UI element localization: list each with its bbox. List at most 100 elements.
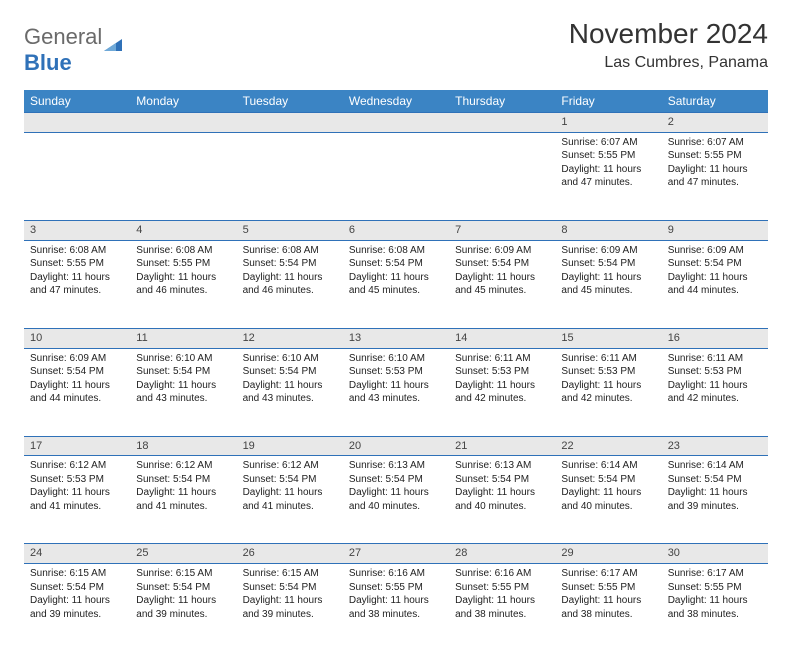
sunset-line: Sunset: 5:55 PM <box>455 581 549 595</box>
day-header: Tuesday <box>237 90 343 113</box>
day-header-row: SundayMondayTuesdayWednesdayThursdayFrid… <box>24 90 768 113</box>
day-number: 30 <box>662 544 768 564</box>
day-number: 29 <box>555 544 661 564</box>
sunset-line: Sunset: 5:53 PM <box>30 473 124 487</box>
sunrise-line: Sunrise: 6:14 AM <box>668 459 762 473</box>
sunrise-line: Sunrise: 6:11 AM <box>561 352 655 366</box>
daynum-row: 17181920212223 <box>24 436 768 456</box>
month-title: November 2024 <box>569 18 768 50</box>
sunset-line: Sunset: 5:53 PM <box>561 365 655 379</box>
header: General Blue November 2024 Las Cumbres, … <box>24 18 768 76</box>
daylight-line: Daylight: 11 hours and 45 minutes. <box>349 271 443 298</box>
day-number: 22 <box>555 436 661 456</box>
sunrise-line: Sunrise: 6:07 AM <box>561 136 655 150</box>
daylight-line: Daylight: 11 hours and 46 minutes. <box>136 271 230 298</box>
week-row: Sunrise: 6:15 AM Sunset: 5:54 PM Daylight:… <box>24 564 768 652</box>
day-number: 16 <box>662 328 768 348</box>
daylight-line: Daylight: 11 hours and 40 minutes. <box>455 486 549 513</box>
day-number: 5 <box>237 220 343 240</box>
day-cell: Sunrise: 6:09 AMSunset: 5:54 PMDaylight:… <box>662 240 768 328</box>
day-number: 13 <box>343 328 449 348</box>
sunrise-line: Sunrise: 6:16 AM <box>349 567 443 581</box>
week-row: Sunrise: 6:08 AMSunset: 5:55 PMDaylight:… <box>24 240 768 328</box>
daylight-line: Daylight: 11 hours and 47 minutes. <box>668 163 762 190</box>
daylight-line: Daylight: 11 hours and 41 minutes. <box>136 486 230 513</box>
logo: General Blue <box>24 18 122 76</box>
sunset-line: Sunset: 5:53 PM <box>349 365 443 379</box>
day-cell: Sunrise: 6:15 AMSunset: 5:54 PMDaylight:… <box>130 564 236 652</box>
day-cell: Sunrise: 6:12 AMSunset: 5:54 PMDaylight:… <box>237 456 343 544</box>
day-cell: Sunrise: 6:11 AMSunset: 5:53 PMDaylight:… <box>449 348 555 436</box>
day-cell: Sunrise: 6:09 AMSunset: 5:54 PMDaylight:… <box>24 348 130 436</box>
day-cell: Sunrise: 6:15 AMSunset: 5:54 PMDaylight:… <box>237 564 343 652</box>
sunrise-line: Sunrise: 6:08 AM <box>349 244 443 258</box>
day-number: 6 <box>343 220 449 240</box>
day-number: 10 <box>24 328 130 348</box>
day-cell: Sunrise: 6:09 AMSunset: 5:54 PMDaylight:… <box>555 240 661 328</box>
sunset-line: Sunset: 5:54 PM <box>455 257 549 271</box>
sunset-line: Sunset: 5:54 PM <box>668 473 762 487</box>
sunrise-line: Sunrise: 6:16 AM <box>455 567 549 581</box>
sunset-line: Sunset: 5:55 PM <box>561 149 655 163</box>
day-number: 12 <box>237 328 343 348</box>
day-cell: Sunrise: 6:12 AMSunset: 5:54 PMDaylight:… <box>130 456 236 544</box>
sunrise-line: Sunrise: 6:09 AM <box>668 244 762 258</box>
week-row: Sunrise: 6:07 AMSunset: 5:55 PMDaylight:… <box>24 132 768 220</box>
day-cell: Sunrise: 6:14 AMSunset: 5:54 PMDaylight:… <box>555 456 661 544</box>
sunrise-line: Sunrise: 6:08 AM <box>30 244 124 258</box>
sunset-line: Sunset: 5:54 PM <box>561 257 655 271</box>
sunset-line: Sunset: 5:54 PM <box>349 473 443 487</box>
sunset-line: Sunset: 5:55 PM <box>349 581 443 595</box>
day-number: 18 <box>130 436 236 456</box>
logo-blue: Blue <box>24 50 72 75</box>
sunrise-line: Sunrise: 6:12 AM <box>243 459 337 473</box>
daylight-line: Daylight: 11 hours and 43 minutes. <box>349 379 443 406</box>
sunset-line: Sunset: 5:54 PM <box>349 257 443 271</box>
day-number: 1 <box>555 113 661 133</box>
daylight-line: Daylight: 11 hours and 42 minutes. <box>668 379 762 406</box>
sunrise-line: Sunrise: 6:15 AM <box>243 567 337 581</box>
daylight-line: Daylight: 11 hours and 38 minutes. <box>561 594 655 621</box>
day-cell: Sunrise: 6:17 AMSunset: 5:55 PMDaylight:… <box>555 564 661 652</box>
sunset-line: Sunset: 5:55 PM <box>668 149 762 163</box>
day-number <box>130 113 236 133</box>
day-cell <box>237 132 343 220</box>
sunset-line: Sunset: 5:54 PM <box>668 257 762 271</box>
daylight-line: Daylight: 11 hours and 39 minutes. <box>30 594 124 621</box>
sunrise-line: Sunrise: 6:07 AM <box>668 136 762 150</box>
day-number: 7 <box>449 220 555 240</box>
sunrise-line: Sunrise: 6:08 AM <box>243 244 337 258</box>
sunset-line: Sunset: 5:54 PM <box>136 581 230 595</box>
day-cell: Sunrise: 6:07 AMSunset: 5:55 PMDaylight:… <box>662 132 768 220</box>
day-number: 25 <box>130 544 236 564</box>
day-cell: Sunrise: 6:16 AMSunset: 5:55 PMDaylight:… <box>449 564 555 652</box>
sunrise-line: Sunrise: 6:12 AM <box>30 459 124 473</box>
sunrise-line: Sunrise: 6:09 AM <box>561 244 655 258</box>
day-cell <box>343 132 449 220</box>
day-number: 21 <box>449 436 555 456</box>
day-cell: Sunrise: 6:08 AMSunset: 5:55 PMDaylight:… <box>24 240 130 328</box>
sunset-line: Sunset: 5:55 PM <box>30 257 124 271</box>
sunset-line: Sunset: 5:55 PM <box>668 581 762 595</box>
sunset-line: Sunset: 5:53 PM <box>455 365 549 379</box>
daylight-line: Daylight: 11 hours and 39 minutes. <box>668 486 762 513</box>
day-cell: Sunrise: 6:08 AMSunset: 5:55 PMDaylight:… <box>130 240 236 328</box>
day-number <box>237 113 343 133</box>
daylight-line: Daylight: 11 hours and 42 minutes. <box>455 379 549 406</box>
day-cell: Sunrise: 6:16 AMSunset: 5:55 PMDaylight:… <box>343 564 449 652</box>
day-cell <box>449 132 555 220</box>
day-number: 17 <box>24 436 130 456</box>
daylight-line: Daylight: 11 hours and 42 minutes. <box>561 379 655 406</box>
daylight-line: Daylight: 11 hours and 43 minutes. <box>243 379 337 406</box>
daylight-line: Daylight: 11 hours and 41 minutes. <box>243 486 337 513</box>
daynum-row: 10111213141516 <box>24 328 768 348</box>
day-cell: Sunrise: 6:11 AMSunset: 5:53 PMDaylight:… <box>555 348 661 436</box>
daylight-line: Daylight: 11 hours and 44 minutes. <box>668 271 762 298</box>
week-row: Sunrise: 6:09 AMSunset: 5:54 PMDaylight:… <box>24 348 768 436</box>
day-number: 8 <box>555 220 661 240</box>
logo-general: General <box>24 24 102 49</box>
title-block: November 2024 Las Cumbres, Panama <box>569 18 768 72</box>
day-number <box>343 113 449 133</box>
sunset-line: Sunset: 5:54 PM <box>243 257 337 271</box>
daylight-line: Daylight: 11 hours and 38 minutes. <box>668 594 762 621</box>
